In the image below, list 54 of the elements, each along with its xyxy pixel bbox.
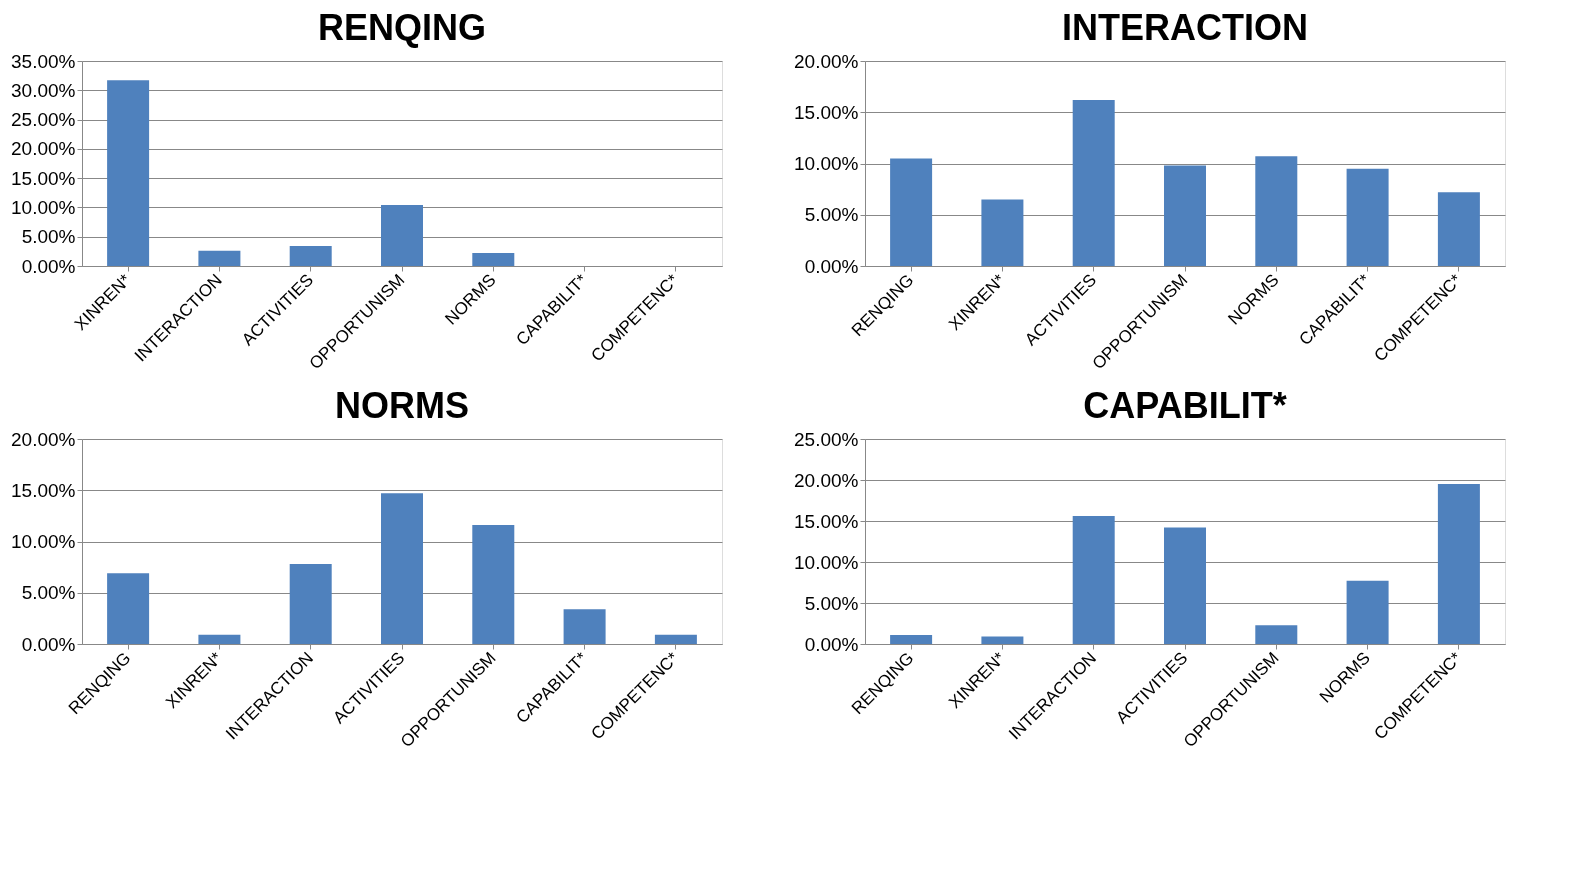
- bar: [1437, 484, 1480, 644]
- y-tick-label: 30.00%: [11, 79, 76, 101]
- y-tick-label: 15.00%: [794, 101, 859, 123]
- y-tick-label: 15.00%: [11, 479, 76, 501]
- chart-title: RENQING: [317, 7, 487, 48]
- y-tick-label: 20.00%: [794, 50, 859, 72]
- y-tick-label: 10.00%: [794, 153, 859, 174]
- bar: [1072, 99, 1115, 266]
- bar: [1346, 168, 1389, 266]
- y-tick-label: 5.00%: [804, 204, 859, 226]
- y-tick-label: 15.00%: [794, 510, 859, 532]
- bar: [563, 609, 606, 644]
- bar: [1255, 625, 1298, 644]
- bar: [981, 636, 1024, 644]
- y-tick-label: 35.00%: [11, 50, 76, 72]
- y-tick-label: 10.00%: [794, 551, 859, 573]
- bar: [289, 564, 332, 644]
- bar: [472, 525, 515, 644]
- y-tick-label: 10.00%: [11, 531, 76, 552]
- y-tick-label: 0.00%: [21, 633, 76, 655]
- bar: [1164, 165, 1206, 266]
- bar: [107, 80, 150, 266]
- y-tick-label: 20.00%: [11, 428, 76, 450]
- y-tick-label: 20.00%: [794, 469, 859, 491]
- bar: [1072, 516, 1115, 644]
- y-tick-label: 25.00%: [11, 109, 76, 131]
- bar: [890, 158, 933, 266]
- y-tick-label: 15.00%: [11, 167, 76, 189]
- chart-title: INTERACTION: [1062, 7, 1308, 48]
- chart-title: CAPABILIT*: [1083, 385, 1287, 426]
- y-tick-label: 0.00%: [21, 255, 76, 277]
- bar: [981, 199, 1024, 266]
- bar: [890, 634, 933, 644]
- bar: [198, 250, 241, 266]
- bar: [289, 246, 332, 266]
- bar: [1255, 156, 1298, 266]
- y-tick-label: 5.00%: [21, 226, 76, 248]
- bar: [381, 205, 423, 266]
- y-tick-label: 5.00%: [804, 592, 859, 614]
- bar: [472, 253, 515, 266]
- bar: [1164, 527, 1206, 644]
- y-tick-label: 0.00%: [804, 255, 859, 277]
- bar: [107, 573, 150, 644]
- y-tick-label: 10.00%: [11, 196, 76, 218]
- bar: [654, 634, 697, 644]
- y-tick-label: 0.00%: [804, 633, 859, 655]
- bar: [1346, 580, 1389, 644]
- chart-title: NORMS: [335, 385, 469, 426]
- bar: [381, 493, 423, 644]
- y-tick-label: 5.00%: [21, 582, 76, 604]
- bar: [1437, 192, 1480, 266]
- bar: [198, 634, 241, 644]
- y-tick-label: 25.00%: [794, 428, 859, 450]
- y-tick-label: 20.00%: [11, 138, 76, 160]
